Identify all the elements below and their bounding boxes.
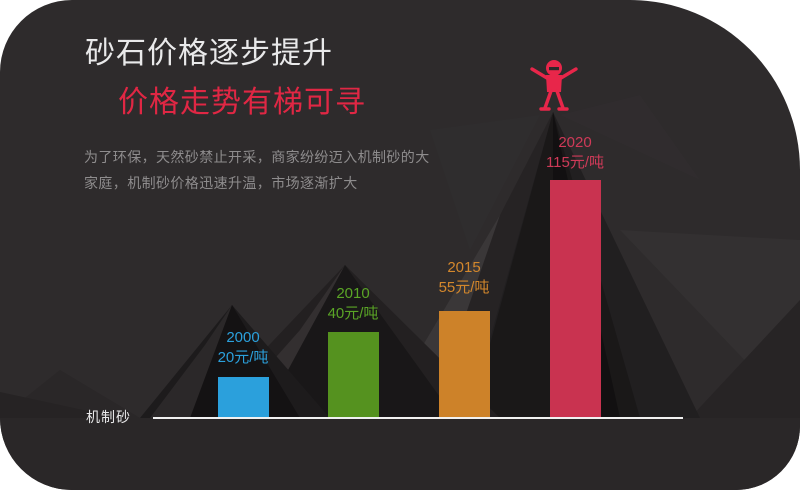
bar-label-2010: 2010 40元/吨: [303, 284, 403, 324]
description-paragraph: 为了环保，天然砂禁止开采，商家纷纷迈入机制砂的大家庭，机制砂价格迅速升温，市场逐…: [84, 149, 430, 191]
bar-year-2000: 2000: [226, 329, 260, 346]
bar-2020[interactable]: [550, 180, 601, 417]
page-subtitle: 价格走势有梯可寻: [118, 86, 366, 119]
bar-2000[interactable]: [218, 377, 269, 417]
bar-value-2010: 40元/吨: [327, 305, 379, 322]
bar-year-2015: 2015: [447, 259, 481, 276]
bar-label-2020: 2020 115元/吨: [525, 133, 625, 173]
bar-value-2020: 115元/吨: [545, 154, 605, 171]
bar-year-2020: 2020: [558, 134, 592, 151]
bar-label-2015: 2015 55元/吨: [414, 258, 514, 298]
bar-2015[interactable]: [439, 311, 490, 417]
page-title: 砂石价格逐步提升: [85, 37, 333, 70]
bar-2010[interactable]: [328, 332, 379, 417]
axis-label-category: 机制砂: [86, 409, 131, 425]
bar-value-2000: 20元/吨: [217, 349, 269, 366]
celebrating-person-icon: [530, 60, 578, 111]
bar-value-2015: 55元/吨: [438, 279, 490, 296]
bar-year-2010: 2010: [336, 285, 370, 302]
baseline-axis: [153, 417, 683, 419]
bar-label-2000: 2000 20元/吨: [193, 328, 293, 368]
